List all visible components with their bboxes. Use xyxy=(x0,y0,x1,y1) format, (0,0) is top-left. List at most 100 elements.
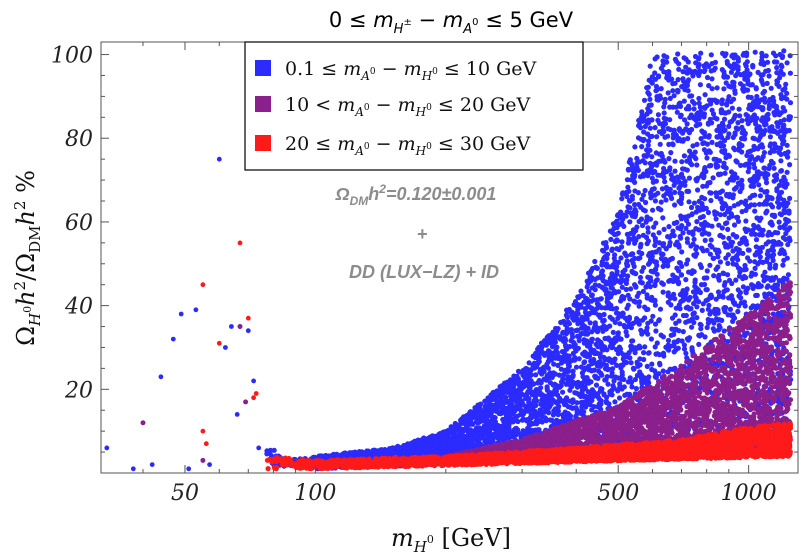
series-1-point xyxy=(778,168,784,174)
series-1-point xyxy=(612,259,618,265)
series-1-point xyxy=(758,283,764,289)
series-1-point xyxy=(647,147,653,153)
series-1-point xyxy=(647,63,653,69)
series-1-point xyxy=(685,135,691,142)
series-1-point xyxy=(784,142,790,148)
series-1-point xyxy=(616,289,622,295)
series-1-point xyxy=(658,158,664,164)
series-1-point xyxy=(468,434,474,440)
series-1-point xyxy=(553,388,560,394)
series-1-point xyxy=(726,94,732,100)
series-1-point xyxy=(660,263,666,269)
series-1-point xyxy=(639,144,645,150)
series-1-point xyxy=(709,294,715,300)
series-1-point xyxy=(694,70,700,76)
series-1-point xyxy=(662,96,668,102)
series-1-point xyxy=(752,265,758,271)
series-1-point xyxy=(406,445,412,451)
series-1-point xyxy=(768,85,774,91)
series-1-point xyxy=(537,349,543,355)
series-1-point xyxy=(690,229,696,235)
series-1-point xyxy=(627,375,633,381)
series-1-point xyxy=(704,268,710,274)
series-1-point xyxy=(639,222,646,229)
series-1-point xyxy=(739,124,745,130)
chart-title: 0 ≤ mH± − mA0 ≤ 5 GeV xyxy=(329,8,574,37)
series-1-point xyxy=(541,364,547,370)
series-1-point xyxy=(702,165,708,171)
series-1-point xyxy=(645,238,652,244)
series-1-point xyxy=(690,268,696,274)
series-1-point xyxy=(714,141,720,148)
series-1-point xyxy=(632,240,638,246)
series-1-point xyxy=(596,368,602,374)
series-1-point xyxy=(564,308,570,314)
series-1-point xyxy=(635,317,641,323)
series-1-point xyxy=(704,287,710,293)
series-1-point xyxy=(611,231,618,238)
series-1-point xyxy=(758,187,764,193)
series-1-point xyxy=(738,72,744,78)
series-1-point xyxy=(660,281,667,287)
series-1-point xyxy=(770,94,776,101)
series-1-point xyxy=(694,162,700,168)
series-1-point xyxy=(601,344,608,350)
series-1-point xyxy=(642,208,648,214)
series-1-point xyxy=(684,218,690,224)
series-1-point xyxy=(640,192,647,198)
series-1-point xyxy=(526,382,532,388)
series-1-point xyxy=(641,265,647,271)
series-1-point xyxy=(762,122,768,128)
series-1-point xyxy=(762,174,768,180)
series-1-point xyxy=(745,113,751,119)
series-1-point xyxy=(745,121,751,127)
series-1-point xyxy=(700,183,706,189)
series-1-point xyxy=(587,270,593,276)
series-1-point xyxy=(735,308,741,315)
series-1-point xyxy=(744,152,750,159)
series-1-point xyxy=(599,247,606,253)
series-1-point xyxy=(605,300,612,306)
series-1-point xyxy=(669,195,675,201)
series-1-point xyxy=(706,83,712,89)
series-1-point xyxy=(644,295,650,301)
series-1-point xyxy=(738,162,744,168)
series-1-point xyxy=(686,199,692,205)
series-1-point xyxy=(740,250,746,256)
series-1-point xyxy=(612,399,618,405)
series-1-point xyxy=(566,321,573,327)
series-1-point xyxy=(760,131,767,137)
series-1-point xyxy=(782,86,788,92)
series-1-point xyxy=(780,105,786,111)
series-1-point xyxy=(760,81,766,87)
series-1-point xyxy=(673,242,679,248)
series-1-point xyxy=(704,275,710,281)
series-1-point xyxy=(690,73,696,79)
series-1-point xyxy=(727,306,734,312)
series-1-point xyxy=(658,251,664,257)
series-1-point xyxy=(744,204,751,210)
series-1-point xyxy=(722,53,728,59)
series-1-point xyxy=(750,135,756,141)
series-1-point xyxy=(719,67,725,73)
series-1-point xyxy=(747,177,753,183)
series-1-point xyxy=(741,267,747,273)
series-1-point xyxy=(704,141,711,147)
series-1-point xyxy=(652,344,658,350)
series-1-point xyxy=(674,275,681,281)
series-1-point xyxy=(656,230,662,236)
series-1-point xyxy=(689,93,695,99)
series-1-point xyxy=(446,444,452,451)
series-1-point xyxy=(739,149,745,155)
series-1-point xyxy=(686,103,692,109)
series-1-point xyxy=(596,325,602,331)
series-1-point xyxy=(716,272,722,278)
series-1-point xyxy=(609,316,616,322)
series-1-point xyxy=(683,287,690,293)
series-1-point xyxy=(654,134,660,140)
series-1-point xyxy=(672,168,678,174)
series-1-point xyxy=(598,398,604,404)
series-1-point xyxy=(576,338,582,344)
series-1-point xyxy=(637,255,643,261)
series-1-point xyxy=(592,350,598,357)
